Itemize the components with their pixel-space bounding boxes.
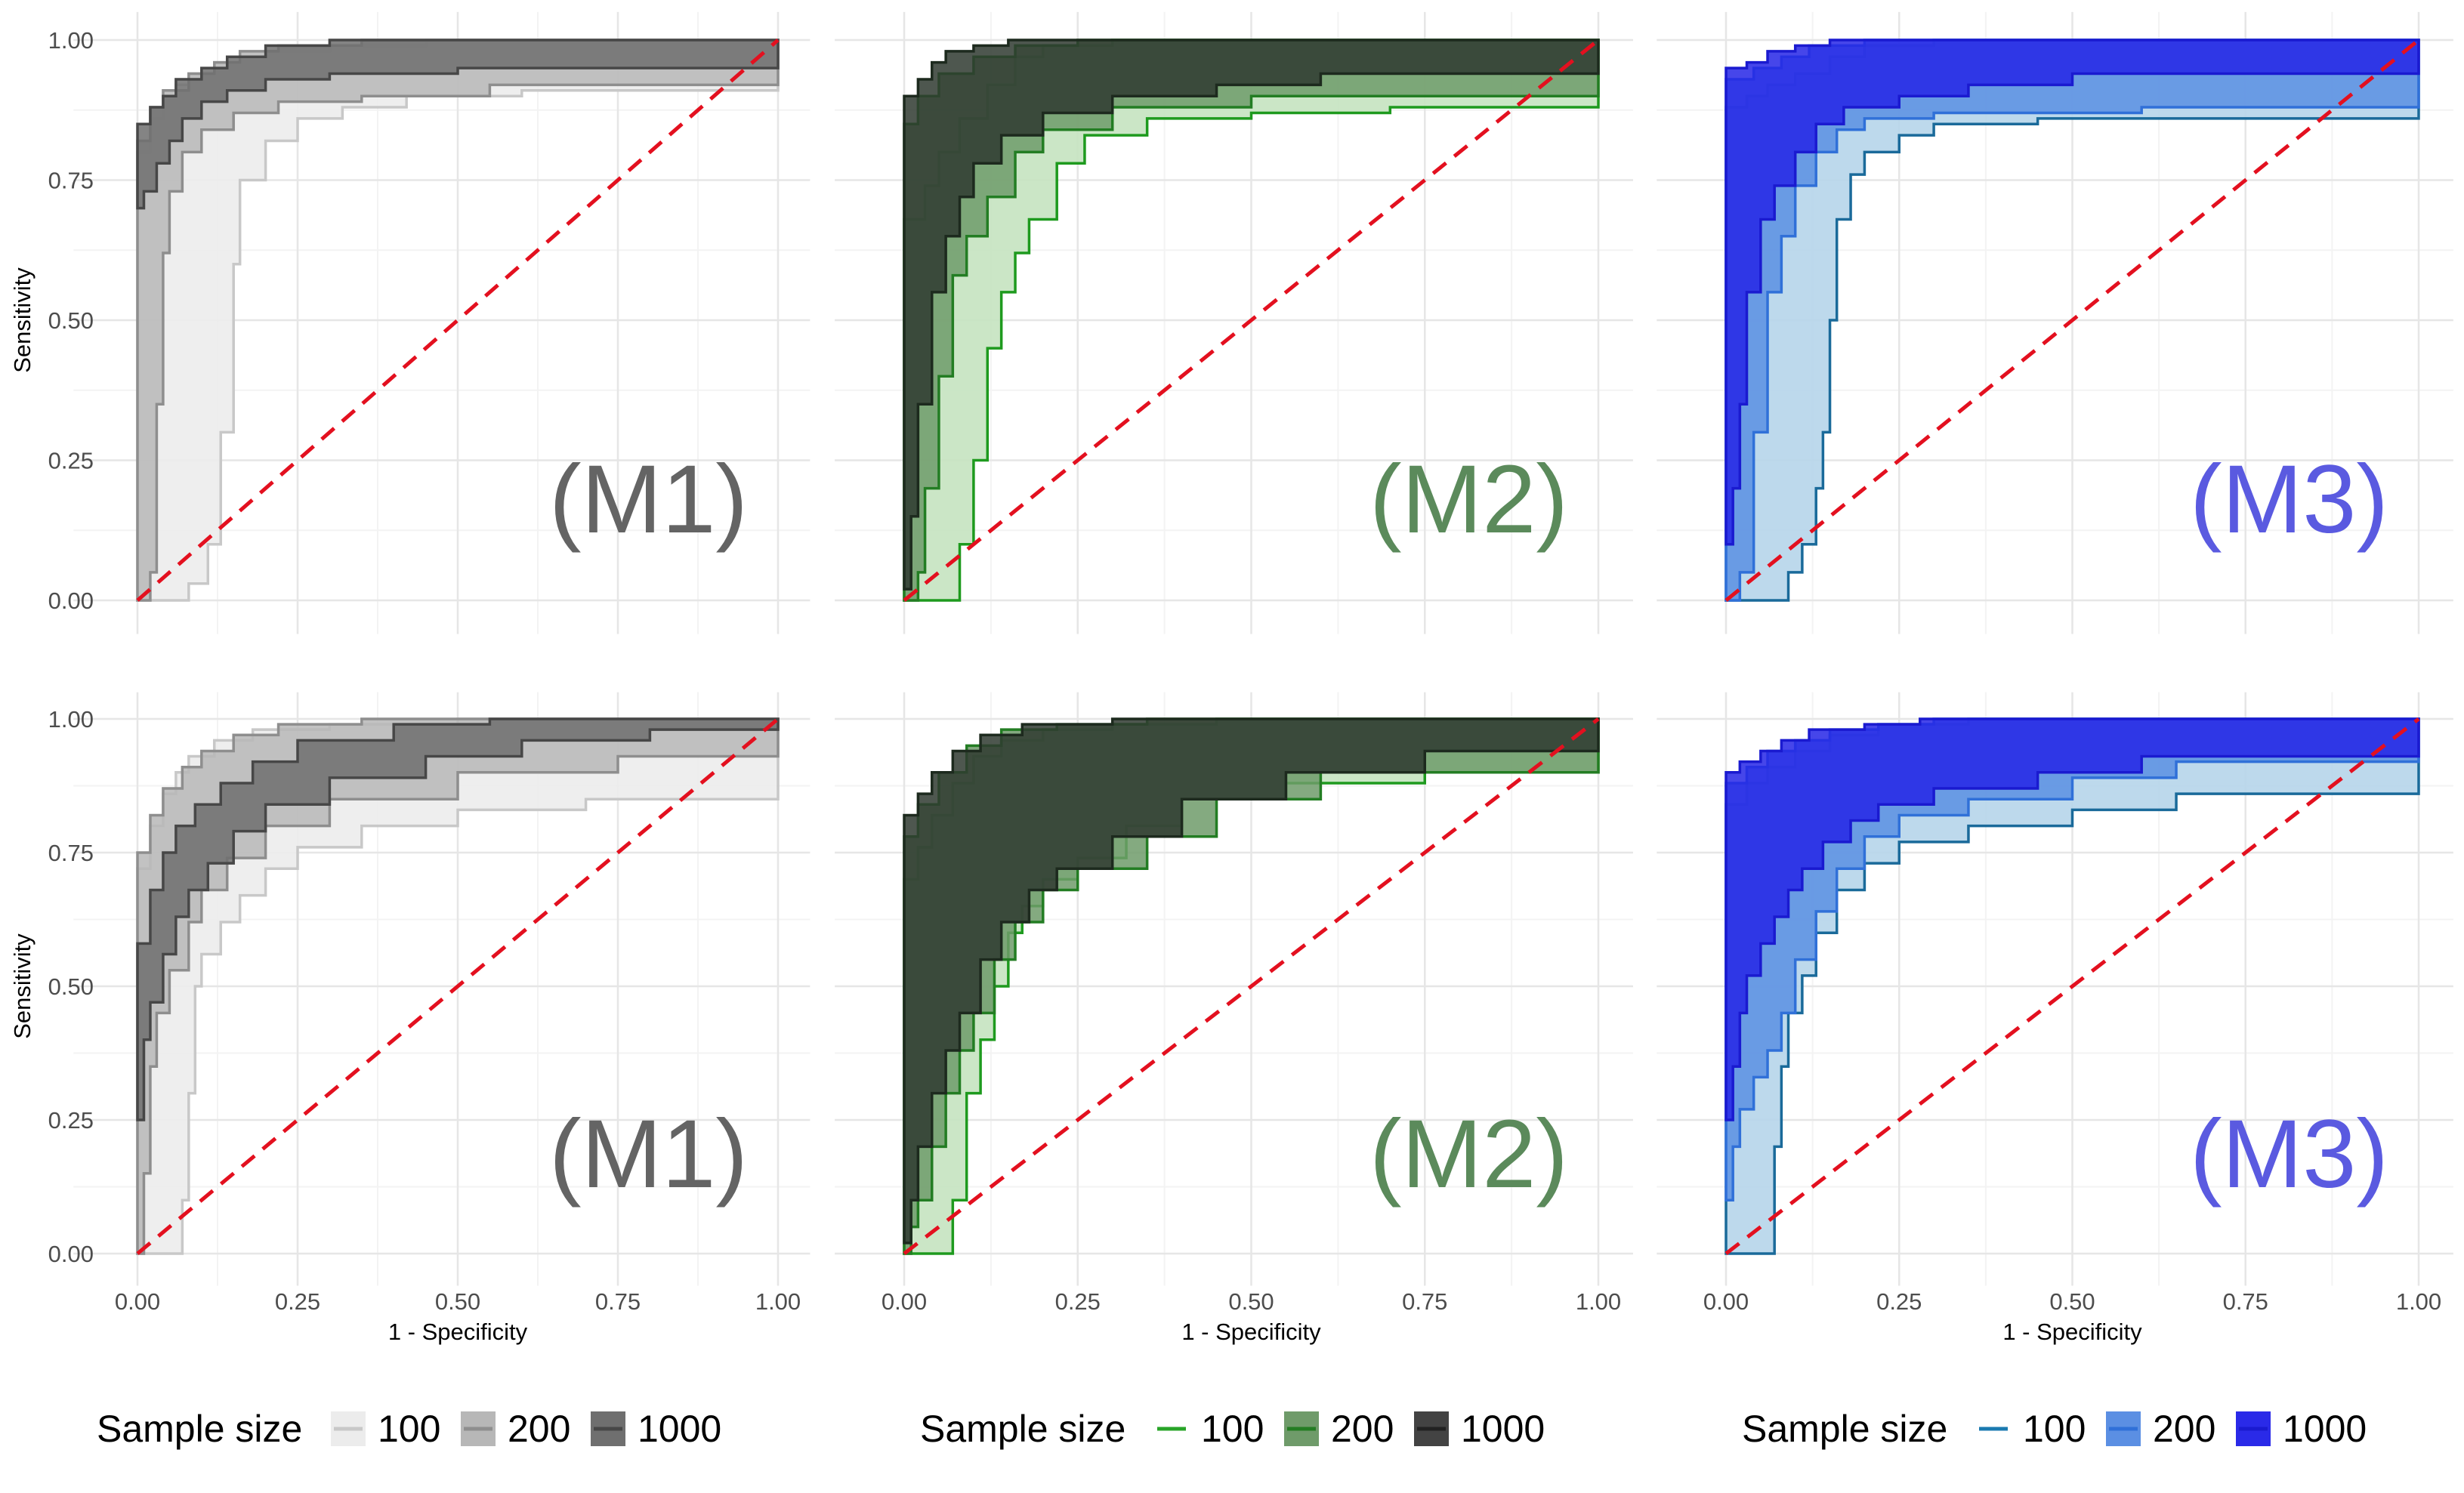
legend-label-1000: 1000: [638, 1408, 721, 1450]
y-tick-label: 1.00: [48, 27, 94, 54]
reference-diagonal: [1724, 39, 2420, 602]
x-tick-label: 0.50: [2049, 1288, 2095, 1315]
model-label: (M1): [549, 1100, 748, 1208]
band-200: [136, 717, 780, 1255]
x-axis-title: 1 - Specificity: [2002, 1319, 2142, 1345]
band-1000: [1724, 39, 2420, 546]
y-tick-label: 0.75: [48, 168, 94, 194]
x-tick-label: 0.75: [1402, 1288, 1447, 1315]
x-tick-label: 0.25: [1055, 1288, 1101, 1315]
reference-diagonal: [903, 39, 1600, 602]
legend-label-100: 100: [1201, 1408, 1264, 1450]
panel-bottom-middle: 0.00 0.25 0.50 0.75 1.00 1 - Specificity (M2): [835, 692, 1633, 1345]
y-tick-label: 1.00: [48, 706, 94, 733]
x-tick-label: 1.00: [755, 1288, 801, 1315]
legend-label-1000: 1000: [1461, 1408, 1545, 1450]
legend-label-200: 200: [2153, 1408, 2215, 1450]
y-tick-label: 0.25: [48, 448, 94, 474]
x-tick-label: 0.00: [1703, 1288, 1749, 1315]
x-axis-title: 1 - Specificity: [1181, 1319, 1321, 1345]
band-1000: [136, 39, 780, 210]
legend-label-200: 200: [508, 1408, 570, 1450]
x-tick-label: 0.75: [595, 1288, 641, 1315]
band-1000: [136, 717, 780, 1121]
legend-label-100: 100: [378, 1408, 440, 1450]
x-tick-label: 1.00: [1576, 1288, 1621, 1315]
model-label: (M1): [549, 446, 748, 554]
x-tick-label: 0.50: [435, 1288, 480, 1315]
band-1000: [903, 717, 1600, 1245]
x-tick-label: 1.00: [2396, 1288, 2441, 1315]
x-tick-label: 0.25: [275, 1288, 320, 1315]
panel-top-middle: (M2): [835, 11, 1633, 634]
band-1000: [903, 39, 1600, 591]
y-tick-label: 0.00: [48, 588, 94, 614]
y-axis-title: Sensitivity: [9, 933, 36, 1039]
panel-top-right: (M3): [1657, 11, 2453, 634]
legend-M1: Sample size 100 200 1000: [97, 1408, 721, 1450]
x-tick-label: 0.00: [882, 1288, 927, 1315]
reference-diagonal: [903, 717, 1600, 1255]
y-tick-label: 0.00: [48, 1241, 94, 1267]
panel-top-left: 0.00 0.25 0.50 0.75 1.00 Sensitivity (M1): [9, 11, 811, 634]
legend-label-100: 100: [2023, 1408, 2086, 1450]
x-tick-label: 0.25: [1876, 1288, 1922, 1315]
band-1000: [1724, 717, 2420, 1121]
y-tick-label: 0.50: [48, 307, 94, 334]
y-axis-title: Sensitivity: [9, 267, 36, 373]
y-tick-label: 0.50: [48, 973, 94, 1000]
y-tick-label: 0.75: [48, 840, 94, 866]
x-tick-label: 0.75: [2223, 1288, 2268, 1315]
model-label: (M2): [1369, 446, 1568, 554]
panel-bottom-right: 0.00 0.25 0.50 0.75 1.00 1 - Specificity (M3): [1657, 692, 2453, 1345]
x-tick-label: 0.50: [1228, 1288, 1274, 1315]
legend-M3: Sample size 100 200 1000: [1742, 1408, 2367, 1450]
reference-diagonal: [1724, 717, 2420, 1255]
panel-bottom-left: 0.00 0.25 0.50 0.75 1.00 0.00 0.25 0.50 0.75 1.00…: [9, 692, 811, 1345]
x-tick-label: 0.00: [115, 1288, 160, 1315]
legend-label-1000: 1000: [2283, 1408, 2367, 1450]
legend-M2: Sample size 100 200 1000: [920, 1408, 1545, 1450]
model-label: (M2): [1369, 1100, 1568, 1208]
legend-label-200: 200: [1331, 1408, 1394, 1450]
model-label: (M3): [2190, 446, 2388, 554]
legend-title: Sample size: [97, 1408, 302, 1450]
legend-title: Sample size: [1742, 1408, 1947, 1450]
legend-title: Sample size: [920, 1408, 1125, 1450]
model-label: (M3): [2190, 1100, 2388, 1208]
reference-diagonal: [136, 717, 780, 1255]
y-tick-label: 0.25: [48, 1107, 94, 1134]
reference-diagonal: [136, 39, 780, 602]
x-axis-title: 1 - Specificity: [388, 1319, 528, 1345]
